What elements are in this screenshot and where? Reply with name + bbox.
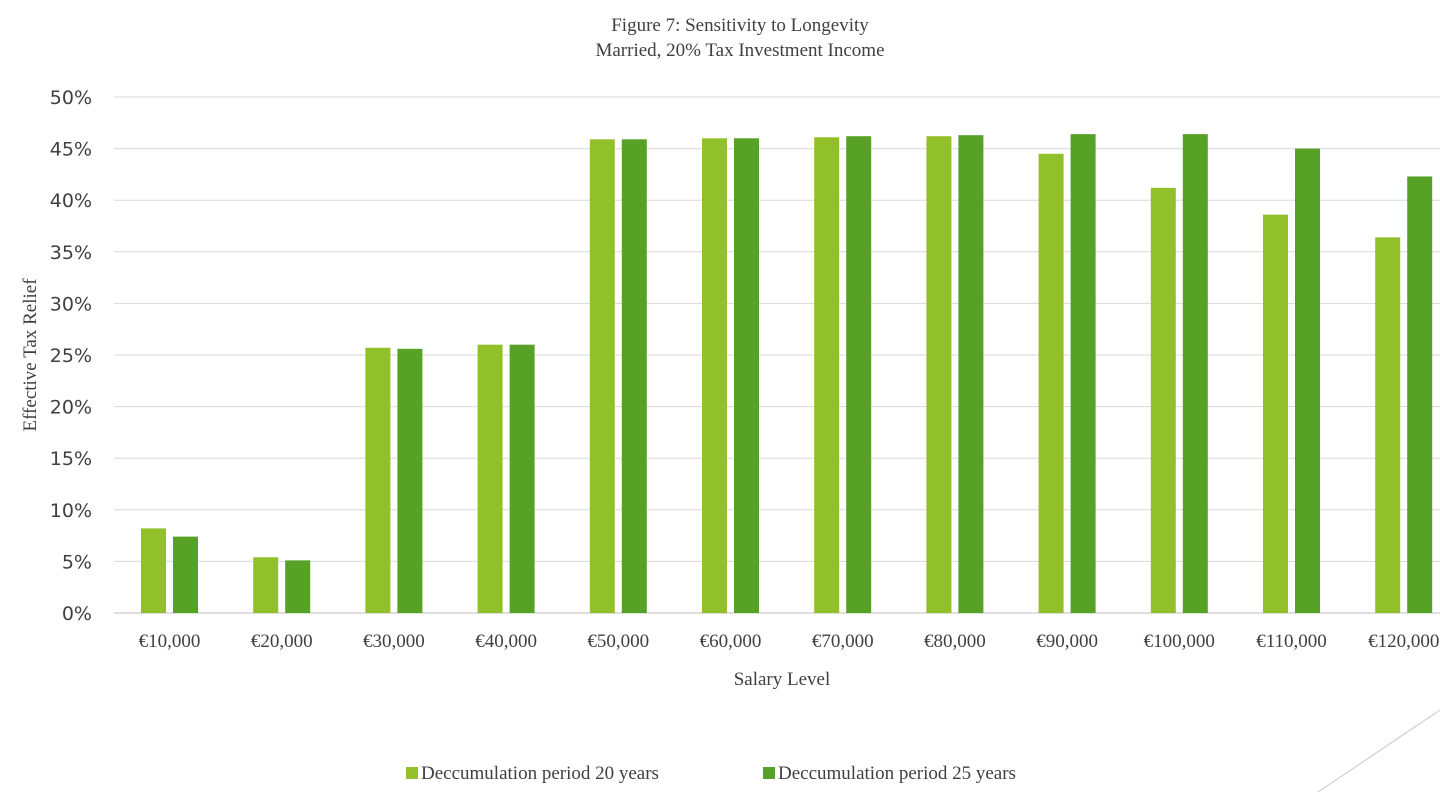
bar-series-2 (734, 138, 759, 613)
bar-series-1 (253, 557, 279, 613)
y-axis-ticks: 0% 5% 10% 15% 20% 25% 30% 35% 40% 45% 50% (50, 87, 92, 625)
y-tick-label: 50% (50, 87, 92, 109)
bar-series-2 (1182, 134, 1208, 614)
bar-series-2 (1070, 134, 1096, 614)
y-tick-label: 30% (50, 293, 92, 315)
gridlines (114, 96, 1440, 614)
y-tick-label: 0% (62, 603, 92, 625)
bar-series-1 (814, 137, 840, 614)
chart-subtitle: Married, 20% Tax Investment Income (595, 40, 884, 61)
chart-title: Figure 7: Sensitivity to Longevity (611, 15, 869, 36)
y-tick-label: 40% (50, 190, 92, 212)
legend-label-1: Deccumulation period 20 years (421, 763, 659, 784)
x-tick-label: €120,000 (1368, 631, 1439, 652)
bar-series-1 (702, 138, 727, 613)
legend-swatch-2 (763, 767, 775, 779)
bar-series-2 (397, 348, 423, 613)
x-tick-label: €20,000 (251, 631, 313, 652)
y-axis-label: Effective Tax Relief (20, 278, 41, 432)
bar-series-2 (958, 135, 984, 613)
y-tick-label: 15% (50, 448, 92, 470)
x-tick-label: €90,000 (1036, 631, 1098, 652)
bar-series-2 (173, 536, 198, 613)
y-tick-label: 10% (50, 500, 92, 522)
x-tick-label: €70,000 (812, 631, 874, 652)
bar-series-1 (926, 136, 952, 613)
x-tick-label: €60,000 (700, 631, 762, 652)
x-axis-label: Salary Level (734, 669, 831, 690)
y-tick-label: 20% (50, 397, 92, 419)
legend-label-2: Deccumulation period 25 years (778, 763, 1016, 784)
bar-series-2 (285, 560, 311, 613)
decorative-corner-line (1317, 709, 1440, 792)
bar-series-2 (846, 136, 872, 613)
x-tick-label: €50,000 (587, 631, 649, 652)
y-tick-label: 45% (50, 139, 92, 161)
y-tick-label: 5% (62, 551, 92, 573)
legend-swatch-1 (406, 767, 418, 779)
x-tick-label: €100,000 (1144, 631, 1215, 652)
y-tick-label: 35% (50, 242, 92, 264)
y-tick-label: 25% (50, 345, 92, 367)
bar-series-2 (621, 139, 647, 613)
legend: Deccumulation period 20 years Deccumulati… (406, 763, 1016, 784)
x-tick-label: €80,000 (924, 631, 986, 652)
bar-series-1 (1150, 187, 1176, 614)
bar-series-2 (1295, 148, 1320, 613)
bar-series-1 (477, 344, 503, 613)
x-axis-ticks: €10,000 €20,000 €30,000 €40,000 €50,000 €60,0… (139, 631, 1440, 652)
bar-series-1 (1263, 214, 1288, 613)
bar-series-1 (589, 139, 615, 613)
bar-series-1 (141, 528, 166, 613)
bar-series-2 (509, 344, 535, 613)
bar-series-1 (1038, 153, 1064, 613)
x-tick-label: €110,000 (1256, 631, 1327, 652)
bar-series-2 (1407, 176, 1433, 614)
bar-series-1 (365, 347, 391, 613)
bar-series-1 (1375, 237, 1401, 614)
bars (141, 134, 1433, 614)
x-tick-label: €10,000 (139, 631, 201, 652)
x-tick-label: €40,000 (475, 631, 537, 652)
x-tick-label: €30,000 (363, 631, 425, 652)
